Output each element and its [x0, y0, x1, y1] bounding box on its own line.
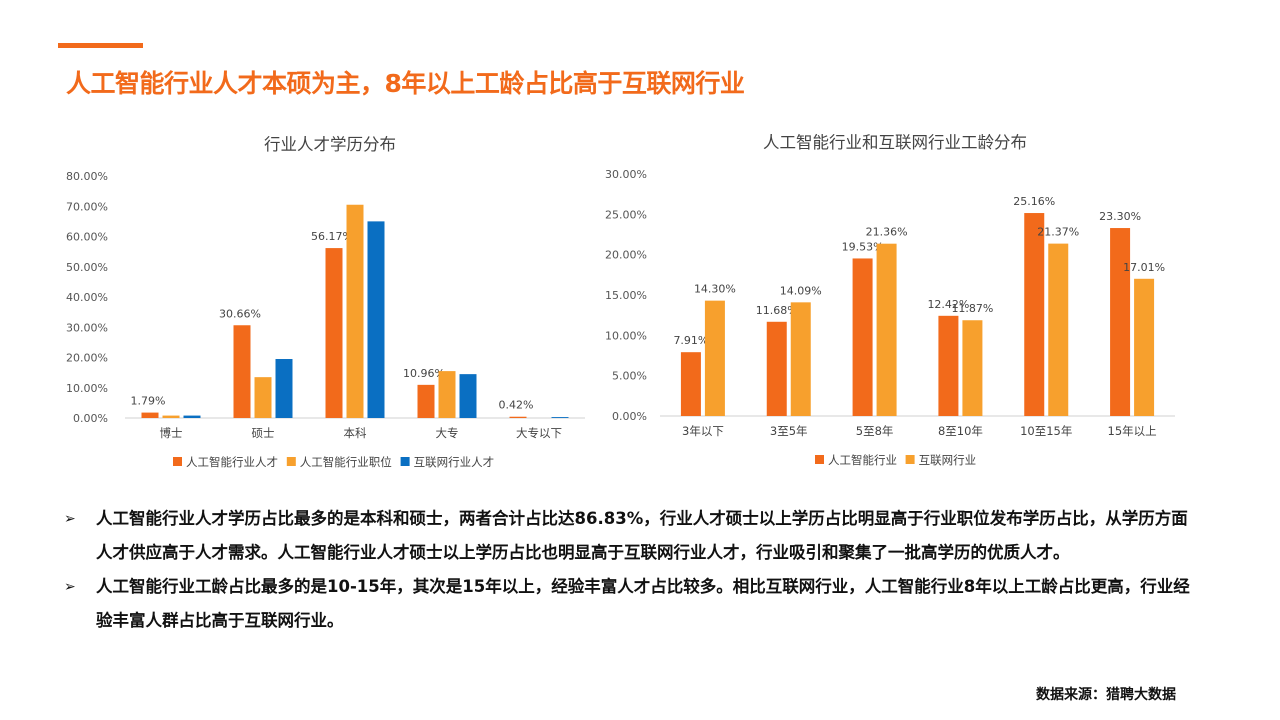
y-tick-label: 5.00% [612, 370, 647, 383]
data-label: 14.09% [780, 284, 822, 297]
chart-title: 人工智能行业和互联网行业工龄分布 [763, 133, 1027, 152]
data-label: 17.01% [1123, 261, 1165, 274]
bar [233, 325, 251, 418]
y-tick-label: 15.00% [605, 289, 647, 302]
bar [1110, 228, 1131, 416]
y-tick-label: 20.00% [605, 249, 647, 262]
insight-list: ➢ 人工智能行业人才学历占比最多的是本科和硕士，两者合计占比达86.83%，行业… [62, 502, 1192, 638]
bar [704, 300, 725, 416]
data-label: 30.66% [219, 307, 261, 320]
chart-title: 行业人才学历分布 [264, 135, 396, 154]
work-experience-chart-svg: 人工智能行业和互联网行业工龄分布 0.00% 5.00% 10.00% 15.00% 20… [605, 133, 1175, 467]
legend-label: 互联网行业 [919, 453, 977, 467]
x-tick-label: 15年以上 [1108, 424, 1157, 438]
insight-item-education: ➢ 人工智能行业人才学历占比最多的是本科和硕士，两者合计占比达86.83%，行业… [62, 502, 1192, 570]
bar [141, 412, 159, 418]
bar [962, 320, 983, 416]
education-chart: 行业人才学历分布 0.00% 10.00% 20.00% 30.00% 40.00% 50.… [60, 128, 590, 473]
y-tick-label: 0.00% [73, 412, 108, 425]
legend-label: 人工智能行业 [828, 453, 897, 467]
data-label: 7.91% [673, 334, 708, 347]
data-label: 11.68% [756, 304, 798, 317]
bar [852, 258, 873, 416]
insight-item-experience: ➢ 人工智能行业工龄占比最多的是10-15年，其次是15年以上，经验丰富人才占比… [62, 570, 1192, 638]
x-tick-label: 硕士 [252, 426, 275, 440]
bar [275, 359, 293, 418]
data-label: 19.53% [842, 240, 884, 253]
bar [183, 415, 201, 418]
legend-label: 互联网行业人才 [414, 455, 495, 469]
y-tick-label: 40.00% [66, 291, 108, 304]
legend-label: 人工智能行业人才 [186, 455, 278, 469]
legend-label: 人工智能行业职位 [300, 455, 392, 469]
y-tick-label: 10.00% [66, 382, 108, 395]
x-tick-label: 8至10年 [938, 424, 983, 438]
y-tick-label: 0.00% [612, 410, 647, 423]
y-tick-label: 20.00% [66, 352, 108, 365]
y-tick-label: 10.00% [605, 329, 647, 342]
y-tick-label: 80.00% [66, 170, 108, 183]
data-label: 10.96% [403, 367, 445, 380]
x-tick-label: 博士 [160, 426, 183, 440]
bar [417, 384, 435, 418]
bar [551, 417, 569, 418]
arrow-bullet-icon: ➢ [64, 511, 76, 527]
bar [509, 416, 527, 418]
y-tick-label: 25.00% [605, 208, 647, 221]
bar [1024, 213, 1045, 416]
y-tick-label: 30.00% [605, 168, 647, 181]
data-label: 23.30% [1099, 210, 1141, 223]
bar [938, 315, 959, 416]
data-label: 0.42% [499, 399, 534, 412]
legend-swatch [173, 457, 182, 466]
legend-swatch [815, 455, 824, 464]
page-title: 人工智能行业人才本硕为主，8年以上工龄占比高于互联网行业 [66, 69, 745, 98]
title-accent-bar [58, 43, 143, 48]
bar [162, 415, 180, 418]
x-tick-label: 3年以下 [682, 424, 724, 438]
y-tick-label: 70.00% [66, 200, 108, 213]
x-tick-label: 5至8年 [856, 424, 894, 438]
data-label: 14.30% [694, 283, 736, 296]
data-label: 11.87% [951, 302, 993, 315]
bar [766, 321, 787, 416]
x-tick-label: 大专以下 [516, 426, 562, 440]
y-tick-label: 30.00% [66, 321, 108, 334]
bar [680, 352, 701, 416]
data-label: 56.17% [311, 230, 353, 243]
data-label: 21.37% [1037, 226, 1079, 239]
data-label: 25.16% [1013, 195, 1055, 208]
bar [790, 302, 811, 416]
legend-swatch [400, 457, 410, 466]
insight-text: 人工智能行业人才学历占比最多的是本科和硕士，两者合计占比达86.83%，行业人才… [96, 509, 1188, 562]
bar [346, 204, 364, 418]
bar [254, 377, 272, 418]
bar [325, 248, 343, 418]
bar [367, 221, 385, 418]
bar [438, 371, 456, 418]
bar [459, 374, 477, 418]
bar [1048, 243, 1069, 416]
legend-swatch [286, 457, 296, 466]
bar [1134, 278, 1155, 416]
x-tick-label: 10至15年 [1020, 424, 1072, 438]
x-tick-label: 3至5年 [770, 424, 808, 438]
x-tick-label: 大专 [436, 426, 459, 440]
work-experience-chart: 人工智能行业和互联网行业工龄分布 0.00% 5.00% 10.00% 15.00% 20… [600, 128, 1190, 473]
education-chart-svg: 行业人才学历分布 0.00% 10.00% 20.00% 30.00% 40.00% 50.… [66, 135, 585, 469]
bar [876, 243, 897, 416]
data-label: 12.42% [927, 298, 969, 311]
data-label: 1.79% [131, 395, 166, 408]
y-tick-label: 50.00% [66, 261, 108, 274]
x-tick-label: 本科 [344, 426, 367, 440]
y-tick-label: 60.00% [66, 231, 108, 244]
data-source: 数据来源：猎聘大数据 [1036, 687, 1176, 703]
insight-text: 人工智能行业工龄占比最多的是10-15年，其次是15年以上，经验丰富人才占比较多… [96, 577, 1190, 630]
data-label: 21.36% [866, 226, 908, 239]
arrow-bullet-icon: ➢ [64, 579, 76, 595]
legend-swatch [905, 455, 915, 464]
